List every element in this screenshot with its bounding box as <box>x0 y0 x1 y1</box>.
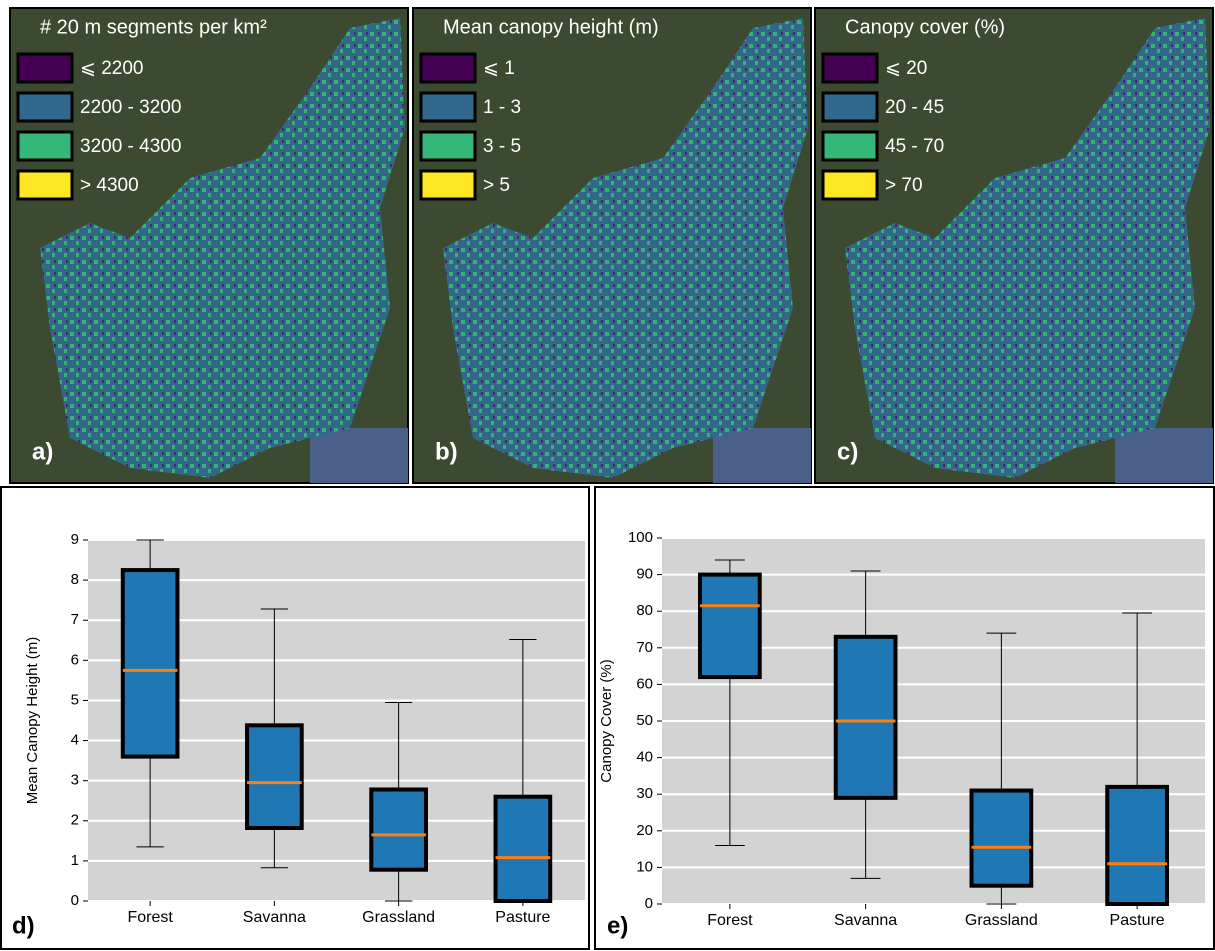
box <box>833 634 898 800</box>
y-tick-label: 30 <box>636 785 653 802</box>
legend-label: > 5 <box>483 175 510 196</box>
x-tick-label: Pasture <box>1110 912 1165 929</box>
panel-label: a) <box>32 438 53 465</box>
legend-label: ⩽ 2200 <box>80 58 143 79</box>
box <box>698 572 762 680</box>
ocean <box>1115 428 1213 483</box>
box <box>369 787 428 872</box>
legend-label: 3200 - 4300 <box>80 136 181 157</box>
y-tick-label: 8 <box>71 571 79 588</box>
panel-label: d) <box>12 912 35 939</box>
y-tick-label: 80 <box>636 602 653 619</box>
map-panel: Canopy cover (%) ⩽ 20 20 - 45 45 - 70 > 70 c) <box>814 7 1214 484</box>
x-tick-label: Grassland <box>362 909 435 926</box>
legend-swatch <box>16 130 74 162</box>
legend-label: 3 - 5 <box>483 136 521 157</box>
legend-label: > 4300 <box>80 175 139 196</box>
map-panel: Mean canopy height (m) ⩽ 1 1 - 3 3 - 5 > 5 b) <box>412 7 812 484</box>
y-tick-label: 10 <box>636 858 653 875</box>
legend-swatch <box>16 91 74 123</box>
legend-swatch <box>419 91 477 123</box>
y-tick-label: 6 <box>71 651 79 668</box>
box <box>493 794 553 904</box>
x-tick-label: Pasture <box>495 909 550 926</box>
x-tick-label: Savanna <box>834 912 897 929</box>
panel-label: e) <box>607 912 628 939</box>
y-tick-label: 100 <box>628 529 653 546</box>
legend-swatch <box>16 52 74 84</box>
box <box>1105 784 1169 907</box>
legend-swatch <box>419 169 477 201</box>
legend-swatch <box>821 91 879 123</box>
y-tick-label: 3 <box>71 772 79 789</box>
legend-swatch <box>821 169 879 201</box>
map-title: Mean canopy height (m) <box>443 16 659 38</box>
y-axis-label: Canopy Cover (%) <box>598 659 615 782</box>
map-title: # 20 m segments per km² <box>40 16 267 38</box>
legend-swatch <box>821 52 879 84</box>
y-tick-label: 5 <box>71 691 79 708</box>
y-tick-label: 90 <box>636 566 653 583</box>
map-panel: # 20 m segments per km² ⩽ 2200 2200 - 3200… <box>9 7 409 484</box>
map-region <box>845 18 1210 478</box>
y-tick-label: 2 <box>71 812 79 829</box>
legend-swatch <box>419 130 477 162</box>
y-tick-label: 4 <box>71 732 79 749</box>
y-tick-label: 70 <box>636 639 653 656</box>
legend-swatch <box>821 130 879 162</box>
legend-label: 2200 - 3200 <box>80 97 181 118</box>
legend-label: 45 - 70 <box>885 136 944 157</box>
map-region <box>40 18 405 478</box>
y-axis-label: Mean Canopy Height (m) <box>24 637 41 805</box>
legend-swatch <box>16 169 74 201</box>
x-tick-label: Savanna <box>243 909 306 926</box>
map-region <box>443 18 808 478</box>
y-tick-label: 20 <box>636 822 653 839</box>
x-tick-label: Forest <box>707 912 753 929</box>
ocean <box>310 428 408 483</box>
legend-swatch <box>419 52 477 84</box>
x-tick-label: Grassland <box>965 912 1038 929</box>
legend-label: > 70 <box>885 175 923 196</box>
panel-label: b) <box>435 438 458 465</box>
y-tick-label: 9 <box>71 531 79 548</box>
y-tick-label: 0 <box>645 895 653 912</box>
box <box>245 723 304 830</box>
y-tick-label: 50 <box>636 712 653 729</box>
box <box>969 788 1034 888</box>
ocean <box>713 428 811 483</box>
legend-label: ⩽ 20 <box>885 58 927 79</box>
y-tick-label: 0 <box>71 892 79 909</box>
legend-label: ⩽ 1 <box>483 58 515 79</box>
box <box>120 568 180 759</box>
legend-label: 1 - 3 <box>483 97 521 118</box>
panel-label: c) <box>837 438 858 465</box>
y-tick-label: 7 <box>71 611 79 628</box>
y-tick-label: 60 <box>636 675 653 692</box>
y-tick-label: 1 <box>71 852 79 869</box>
legend-label: 20 - 45 <box>885 97 944 118</box>
panel-border <box>0 486 590 950</box>
panel-border <box>594 486 1215 950</box>
y-tick-label: 40 <box>636 749 653 766</box>
x-tick-label: Forest <box>127 909 173 926</box>
map-title: Canopy cover (%) <box>845 16 1005 38</box>
